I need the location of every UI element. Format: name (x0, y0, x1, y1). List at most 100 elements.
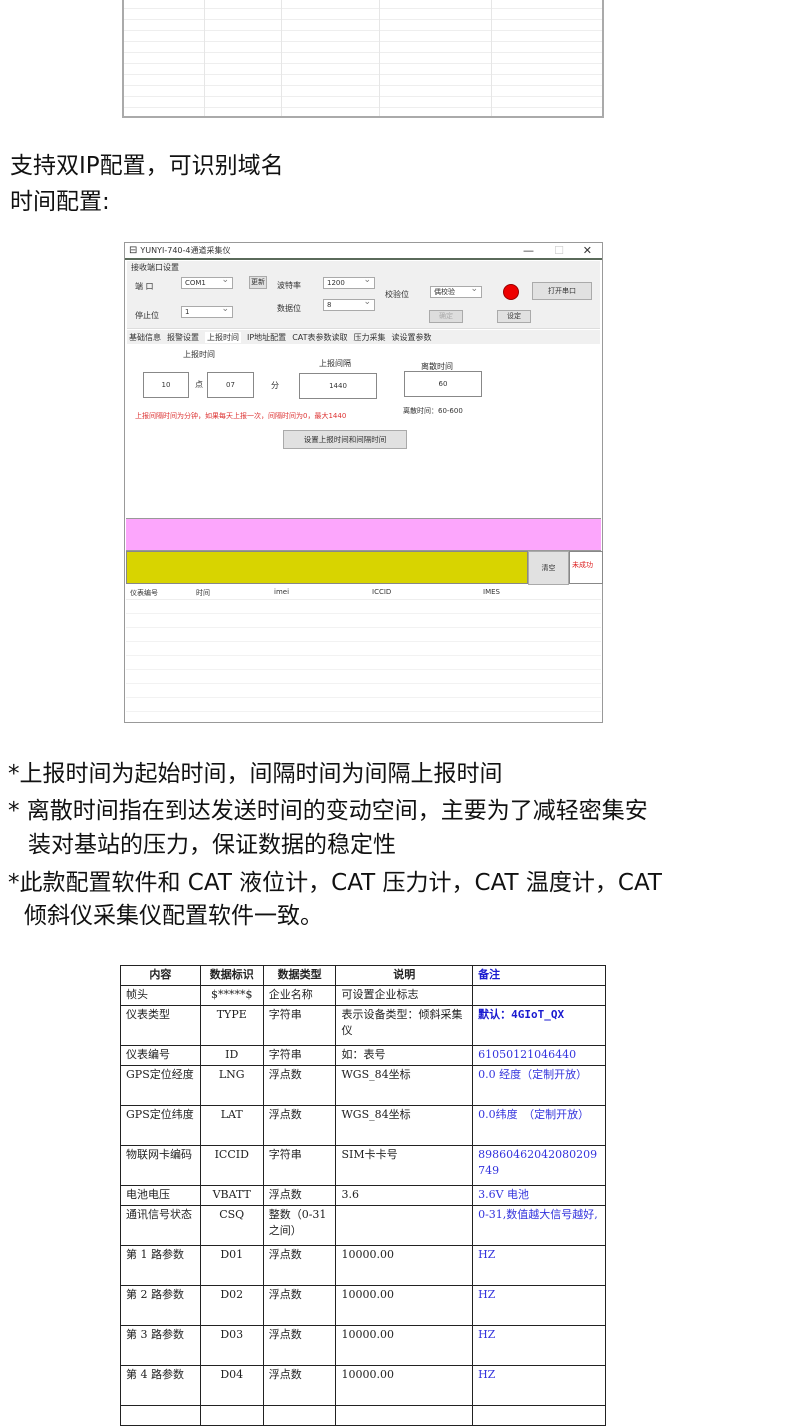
port-select[interactable]: COM1 (181, 275, 233, 289)
note-line: *上报时间为起始时间，间隔时间为间隔上报时间 (8, 761, 503, 787)
cell-remark: HZ (472, 1285, 606, 1326)
note-line: 装对基站的压力，保证数据的稳定性 (28, 832, 396, 858)
cell-remark: 61050121046440 (472, 1045, 606, 1066)
column-meter-id[interactable]: 仪表编号 (130, 589, 158, 597)
title-bar: ⊟ YUNYI-740-4通道采集仪 — ☐ ✕ (125, 243, 602, 260)
cell-content: 第 4 路参数 (120, 1365, 201, 1406)
cell-description: 可设置企业标志 (335, 985, 474, 1006)
interval-label: 上报间隔 (319, 359, 351, 368)
receive-text-area[interactable] (126, 551, 528, 584)
cell-identifier: VBATT (199, 1185, 264, 1206)
cell-content: 仪表编号 (120, 1045, 201, 1066)
cell-type: 浮点数 (262, 1185, 337, 1206)
open-port-button[interactable]: 打开串口 (532, 282, 592, 300)
interval-warning: 上报间隔时间为分钟，如果每天上报一次，间隔时间为0，最大1440 (135, 412, 347, 420)
cell-type: 字符串 (262, 1045, 337, 1066)
maximize-icon[interactable]: ☐ (554, 244, 564, 257)
note-line: * 离散时间指在到达发送时间的变动空间，主要为了减轻密集安 (8, 798, 648, 824)
cell-remark (472, 985, 606, 1006)
minute-input[interactable]: 07 (207, 372, 254, 398)
cell-description: 3.6 (335, 1185, 474, 1206)
window-title: YUNYI-740-4通道采集仪 (140, 246, 231, 255)
cell-identifier: TYPE (199, 1005, 264, 1046)
parity-select[interactable]: 偶校验 (430, 284, 482, 298)
cell-type: 浮点数 (262, 1285, 337, 1326)
confirm-button[interactable]: 确定 (429, 310, 463, 323)
list-header: 仪表编号 时间 imei ICCID IMES (126, 584, 601, 600)
port-label: 端 口 (135, 282, 154, 291)
send-text-area[interactable] (126, 518, 601, 551)
cell-type: 浮点数 (262, 1245, 337, 1286)
cell-description: WGS_84坐标 (335, 1065, 474, 1106)
cell-type: 字符串 (262, 1145, 337, 1186)
cell-remark: 默认：4GIoT_QX (472, 1005, 606, 1046)
table-header-row: 内容 数据标识 数据类型 说明 备注 (120, 965, 606, 986)
note-line: *此款配置软件和 CAT 液位计，CAT 压力计，CAT 温度计，CAT (8, 870, 662, 896)
header-identifier: 数据标识 (199, 965, 264, 986)
cell-type: 整数（0-31之间） (262, 1205, 337, 1246)
status-light-icon (503, 284, 519, 300)
discrete-input[interactable]: 60 (404, 371, 482, 397)
cell-remark: HZ (472, 1365, 606, 1406)
app-window: ⊟ YUNYI-740-4通道采集仪 — ☐ ✕ 接收端口设置 端 口 COM1… (124, 242, 603, 723)
cell-identifier: ICCID (199, 1145, 264, 1186)
data-bits-select[interactable]: 8 (323, 297, 375, 311)
cell-identifier: LNG (199, 1065, 264, 1106)
tab-bar: 基础信息 报警设置 上报时间 IP地址配置 CAT表参数读取 压力采集 读设置参… (127, 330, 600, 344)
cell-identifier: LAT (199, 1105, 264, 1146)
cell-type: 浮点数 (262, 1325, 337, 1366)
tab-ip-config[interactable]: IP地址配置 (247, 332, 287, 342)
cell-remark: 89860462042080209749 (472, 1145, 606, 1186)
cell-remark: 3.6V 电池 (472, 1185, 606, 1206)
parity-label: 校验位 (385, 290, 409, 299)
hour-unit: 点 (195, 380, 203, 389)
column-iccid[interactable]: ICCID (372, 588, 392, 596)
column-imei[interactable]: imei (274, 588, 290, 596)
discrete-hint: 离散时间：60-600 (403, 407, 463, 415)
cell-description: 如：表号 (335, 1045, 474, 1066)
interval-input[interactable]: 1440 (299, 373, 377, 399)
baud-select[interactable]: 1200 (323, 275, 375, 289)
close-icon[interactable]: ✕ (582, 244, 592, 257)
refresh-button[interactable]: 更新 (249, 276, 267, 289)
cell-content: 第 1 路参数 (120, 1245, 201, 1286)
cell-content: 物联网卡编码 (120, 1145, 201, 1186)
cell-identifier: D01 (199, 1245, 264, 1286)
cell-remark: 0-31,数值越大信号越好, (472, 1205, 606, 1246)
column-time[interactable]: 时间 (196, 589, 210, 597)
baud-label: 波特率 (277, 281, 301, 290)
cell-description: 10000.00 (335, 1325, 474, 1366)
tab-basic-info[interactable]: 基础信息 (129, 332, 161, 342)
column-imes[interactable]: IMES (483, 588, 500, 596)
paragraph-dual-ip: 支持双IP配置，可识别域名 (10, 153, 284, 179)
set-report-time-button[interactable]: 设置上报时间和间隔时间 (283, 430, 407, 449)
set-button[interactable]: 设定 (497, 310, 531, 323)
previous-screenshot-list (122, 0, 604, 118)
report-time-label: 上报时间 (183, 350, 215, 359)
cell-description: 10000.00 (335, 1365, 474, 1406)
table-row: 第 1 路参数 D01 浮点数 10000.00 HZ (120, 1245, 606, 1286)
cell-content: 帧头 (120, 985, 201, 1006)
hour-input[interactable]: 10 (143, 372, 189, 398)
port-settings-group: 接收端口设置 端 口 COM1 更新 波特率 1200 校验位 偶校验 打开串口… (127, 261, 600, 329)
tab-cat-params[interactable]: CAT表参数读取 (292, 332, 348, 342)
cell-identifier: ID (199, 1045, 264, 1066)
minimize-icon[interactable]: — (523, 244, 534, 257)
header-remark: 备注 (472, 965, 606, 986)
table-row: 物联网卡编码 ICCID 字符串 SIM卡卡号 89860462042080209749 (120, 1145, 606, 1186)
table-row: 第 2 路参数 D02 浮点数 10000.00 HZ (120, 1285, 606, 1326)
tab-report-time[interactable]: 上报时间 (205, 331, 241, 343)
cell-description: 10000.00 (335, 1245, 474, 1286)
clear-button[interactable]: 清空 (528, 551, 569, 585)
data-list[interactable] (126, 600, 601, 721)
table-row: GPS定位纬度 LAT 浮点数 WGS_84坐标 0.0纬度 （定制开放） (120, 1105, 606, 1146)
tab-alarm-settings[interactable]: 报警设置 (167, 332, 199, 342)
cell-type: 浮点数 (262, 1065, 337, 1106)
tab-read-settings[interactable]: 读设置参数 (391, 332, 432, 342)
data-bits-label: 数据位 (277, 304, 301, 313)
paragraph-time-config: 时间配置: (10, 189, 110, 215)
cell-type: 浮点数 (262, 1105, 337, 1146)
cell-remark: HZ (472, 1325, 606, 1366)
stop-bits-select[interactable]: 1 (181, 304, 233, 318)
tab-pressure[interactable]: 压力采集 (353, 332, 386, 342)
